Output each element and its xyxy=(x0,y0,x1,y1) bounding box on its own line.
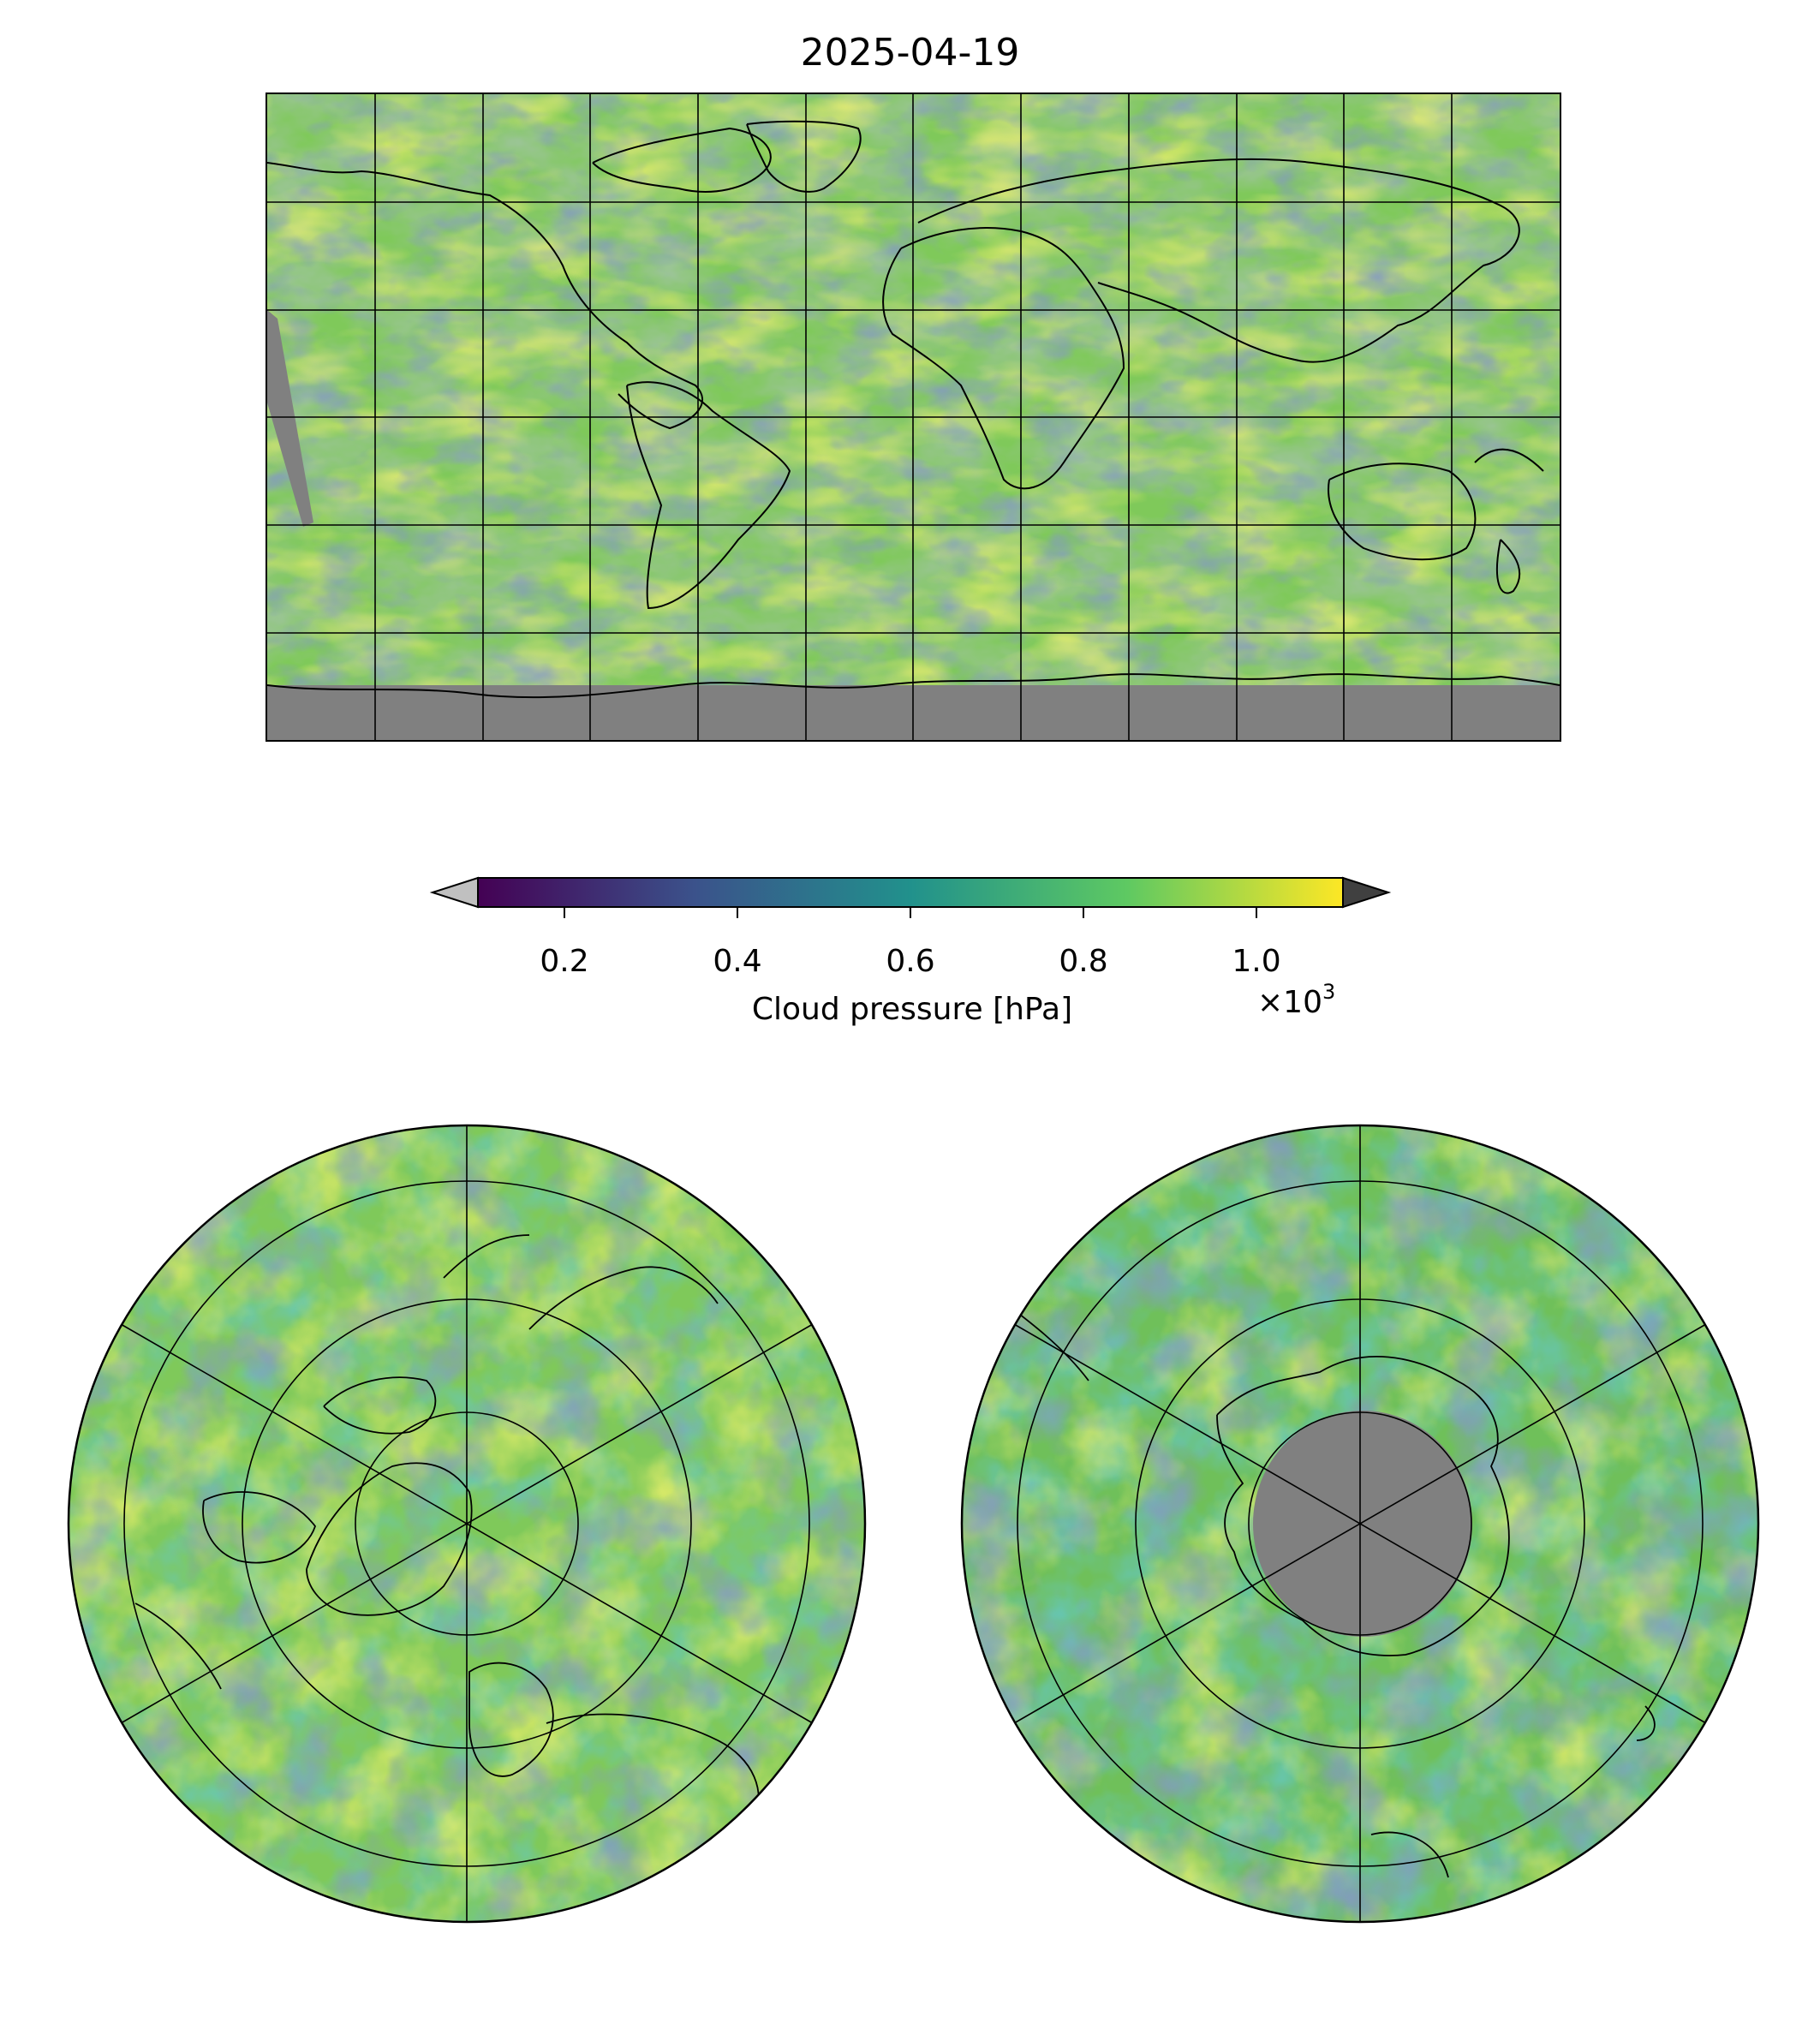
colorbar-tick-label: 0.6 xyxy=(886,944,935,979)
missing-data-swath xyxy=(267,310,313,527)
colorbar-tick-label: 0.8 xyxy=(1059,944,1108,979)
global-map xyxy=(266,92,1561,742)
colorbar-bar xyxy=(429,876,1392,918)
colorbar-tick-label: 0.2 xyxy=(540,944,589,979)
south-polar-canvas xyxy=(960,1124,1760,1924)
colorbar-over-extension xyxy=(1342,876,1392,909)
south-missing-data xyxy=(1253,1411,1472,1637)
global-gridlines xyxy=(267,94,1560,740)
north-coastlines xyxy=(134,1234,760,1827)
colorbar-tick-label: 1.0 xyxy=(1232,944,1281,979)
north-polar-border xyxy=(67,1124,867,1924)
colorbar-under-extension xyxy=(429,876,479,909)
north-gridlines xyxy=(120,1125,814,1922)
south-polar-border xyxy=(960,1124,1760,1924)
north-polar-canvas xyxy=(67,1124,867,1924)
colorbar-gradient xyxy=(477,877,1344,908)
north-polar-map xyxy=(67,1124,867,1924)
colorbar-multiplier: ×103 xyxy=(1257,980,1336,1020)
colorbar-tick-label: 0.4 xyxy=(713,944,762,979)
south-gridlines xyxy=(1013,1125,1707,1922)
south-polar-map xyxy=(960,1124,1760,1924)
figure-title: 2025-04-19 xyxy=(800,31,1020,75)
colorbar-label: Cloud pressure [hPa] xyxy=(751,992,1073,1027)
global-map-canvas xyxy=(267,94,1560,740)
colorbar: 0.2 0.4 0.6 0.8 1.0 Cloud pressure [hPa] ×10… xyxy=(428,874,1396,1045)
